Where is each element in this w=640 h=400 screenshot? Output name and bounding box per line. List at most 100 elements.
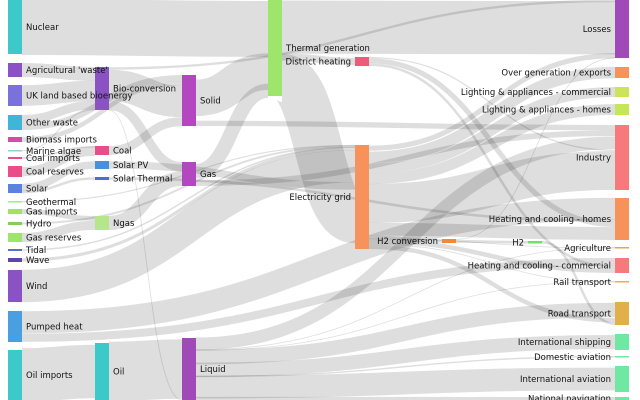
- node-liquid: [182, 338, 196, 400]
- label-coal_imports: Coal imports: [26, 154, 80, 164]
- link-gas-to-industry: [195, 130, 616, 186]
- link-electricity_grid-to-heating_comm: [368, 239, 616, 274]
- link-bio_conversion-to-losses: [108, 0, 616, 70]
- label-gas: Gas: [200, 170, 217, 180]
- node-intl_shipping: [615, 334, 629, 350]
- node-thermal_gen: [268, 0, 282, 96]
- link-liquid-to-industry: [195, 136, 616, 351]
- label-coal_reserves: Coal reserves: [26, 168, 84, 178]
- link-solar-to-solar_pv: [21, 161, 96, 192]
- label-hydro: Hydro: [26, 220, 51, 230]
- link-bio_imports-to-solid: [21, 81, 183, 142]
- label-oil: Oil: [113, 368, 124, 378]
- label-lighting_comm: Lighting & appliances - commercial: [461, 88, 611, 98]
- node-wave: [8, 258, 22, 262]
- link-gas-to-thermal_gen: [194, 83, 270, 179]
- node-tidal: [8, 249, 22, 251]
- link-h2-to-road: [541, 241, 616, 326]
- link-district_heating-to-heating_comm: [368, 63, 616, 269]
- link-liquid-to-rail: [195, 280, 616, 351]
- node-road: [615, 302, 629, 325]
- node-bio_imports: [8, 137, 22, 142]
- label-agri_waste: Agricultural 'waste': [26, 66, 108, 76]
- link-solar_pv-to-electricity_grid: [108, 161, 356, 190]
- link-electricity_grid-to-heating_homes: [368, 222, 616, 241]
- label-h2_conversion: H2 conversion: [377, 237, 438, 247]
- link-liquid-to-intl_shipping: [195, 334, 616, 377]
- link-coal_reserves-to-coal: [21, 146, 96, 177]
- node-electricity_grid: [355, 145, 369, 249]
- node-intl_aviation: [615, 366, 629, 392]
- node-ngas: [95, 216, 109, 230]
- link-agri_waste-to-bio_conversion: [21, 63, 96, 81]
- node-marine_algae: [8, 150, 22, 152]
- node-heating_homes: [615, 198, 629, 240]
- node-solar_thermal: [95, 177, 109, 180]
- link-electricity_grid-to-h2_conversion: [368, 235, 443, 243]
- link-ngas-to-gas: [108, 171, 183, 231]
- link-electricity_grid-to-lighting_homes: [368, 104, 616, 185]
- link-oil_imports-to-oil: [21, 344, 96, 400]
- node-coal: [95, 146, 109, 155]
- label-heating_homes: Heating and cooling - homes: [489, 215, 612, 225]
- node-h2_conversion: [442, 239, 456, 243]
- link-wave-to-electricity_grid: [21, 147, 356, 262]
- node-coal_imports: [8, 157, 22, 159]
- link-solid-to-thermal_gen: [194, 53, 270, 117]
- label-wave: Wave: [26, 256, 49, 266]
- node-agri_waste: [8, 63, 22, 77]
- sankey-links: [21, 0, 616, 400]
- label-national_nav: National navigation: [528, 395, 611, 400]
- label-rail: Rail transport: [553, 278, 611, 288]
- link-coal-to-solid: [108, 117, 183, 155]
- label-agriculture: Agriculture: [564, 244, 611, 254]
- node-bio_conversion: [95, 67, 109, 110]
- node-hydro: [8, 222, 22, 225]
- link-electricity_grid-to-road: [368, 244, 616, 323]
- sankey-nodes: [8, 0, 629, 400]
- label-heating_comm: Heating and cooling - commercial: [468, 262, 611, 272]
- link-liquid-to-road: [195, 302, 616, 365]
- label-oil_imports: Oil imports: [26, 371, 73, 381]
- link-liquid-to-intl_aviation: [195, 367, 616, 399]
- link-tidal-to-electricity_grid: [21, 146, 356, 251]
- label-liquid: Liquid: [200, 365, 226, 375]
- node-pumped_heat: [8, 311, 22, 342]
- link-thermal_gen-to-district_heating: [281, 53, 356, 66]
- link-coal_imports-to-coal: [21, 145, 96, 159]
- link-gas_reserves-to-ngas: [21, 220, 96, 243]
- node-rail: [615, 281, 629, 283]
- link-wind-to-electricity_grid: [21, 149, 356, 303]
- link-electricity_grid-to-lighting_comm: [368, 86, 616, 174]
- label-ngas: Ngas: [113, 219, 135, 229]
- link-thermal_gen-to-losses: [281, 0, 616, 55]
- link-solar-to-solar_thermal: [21, 177, 96, 194]
- node-domestic_aviation: [615, 356, 629, 358]
- node-lighting_comm: [615, 87, 629, 97]
- label-bio_imports: Biomass imports: [26, 136, 98, 146]
- node-h2: [528, 241, 542, 244]
- node-agriculture: [615, 247, 629, 249]
- link-bio_conversion-to-gas: [108, 100, 183, 172]
- label-solar: Solar: [26, 185, 48, 195]
- node-solar: [8, 184, 22, 193]
- node-uk_bio: [8, 85, 22, 106]
- node-national_nav: [615, 397, 629, 400]
- node-gas_imports: [8, 209, 22, 214]
- link-gas_imports-to-ngas: [21, 209, 96, 221]
- label-district_heating: District heating: [285, 58, 351, 68]
- label-coal: Coal: [113, 147, 132, 157]
- label-bio_conversion: Bio-conversion: [113, 85, 176, 95]
- link-electricity_grid-to-losses: [368, 53, 616, 151]
- link-electricity_grid-to-agriculture: [368, 238, 616, 249]
- link-h2_conversion-to-h2: [455, 240, 529, 244]
- label-electricity_grid: Electricity grid: [289, 193, 351, 203]
- link-district_heating-to-industry: [368, 56, 616, 151]
- node-losses: [615, 0, 629, 58]
- link-nuclear-to-thermal_gen: [21, 0, 269, 57]
- link-district_heating-to-heating_homes: [368, 58, 616, 228]
- node-oil: [95, 343, 109, 400]
- label-over_gen: Over generation / exports: [501, 69, 611, 79]
- link-uk_bio-to-bio_conversion: [21, 80, 96, 106]
